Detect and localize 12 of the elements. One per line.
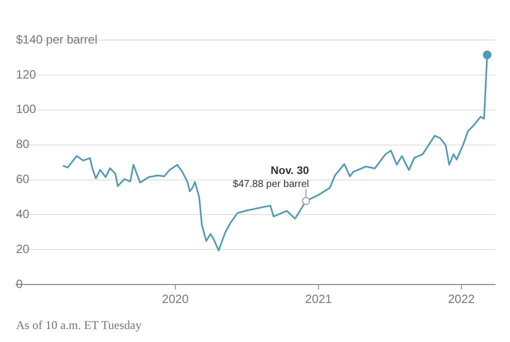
- x-tick-label: 2022: [448, 292, 476, 306]
- y-tick-label: 40: [16, 207, 30, 222]
- y-tick-label: 100: [16, 102, 36, 116]
- y-tick-label: 80: [16, 137, 30, 152]
- y-tick-label: 60: [16, 172, 30, 186]
- x-tick-label: 2021: [305, 292, 332, 306]
- y-tick-label: 120: [16, 67, 36, 82]
- y-tick-label: $140 per barrel: [16, 32, 98, 46]
- annotation: Nov. 30 $47.88 per barrel: [232, 164, 309, 190]
- x-tick-label: 2020: [162, 292, 189, 306]
- y-tick-label: 20: [16, 242, 30, 256]
- text: As of 10 a.m. ET Tuesday: [16, 318, 142, 333]
